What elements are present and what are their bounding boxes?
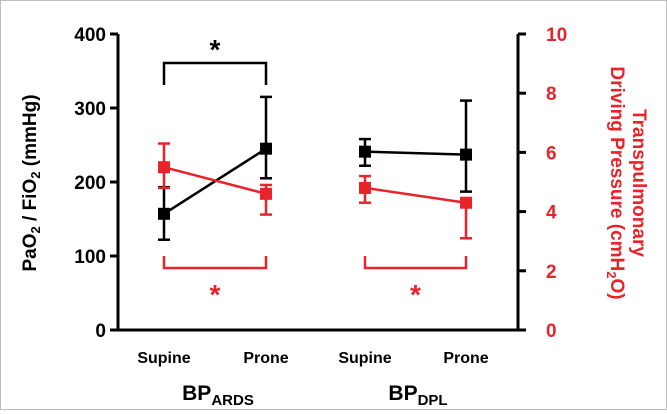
significance-bracket <box>162 61 268 85</box>
y-left-tick-label: 0 <box>95 321 106 342</box>
data-point <box>158 161 170 174</box>
data-point <box>260 142 272 155</box>
series-line <box>163 165 267 196</box>
x-tick-label: Prone <box>443 350 488 367</box>
group-label-bp-ards: BPARDS <box>182 382 254 409</box>
series-line <box>364 186 467 204</box>
y-right-tick-label: 8 <box>546 84 557 105</box>
data-point <box>460 196 472 209</box>
y-left-tick-label: 400 <box>74 25 106 46</box>
group-label-bp-dpl: BPDPL <box>388 382 447 409</box>
significance-star: * <box>210 279 221 310</box>
y-right-tick-label: 2 <box>546 262 557 283</box>
significance-bracket <box>363 256 468 270</box>
y-left-tick-label: 300 <box>74 99 106 120</box>
data-point <box>158 207 170 220</box>
y-left-tick-label: 100 <box>74 247 106 268</box>
y-left-tick-label: 200 <box>74 173 106 194</box>
y-right-label-line2: Driving Pressure (cmH2O) <box>604 66 627 299</box>
data-point <box>260 187 272 200</box>
data-point <box>359 181 371 194</box>
significance-star: * <box>410 279 421 310</box>
x-tick-label: Supine <box>137 350 190 367</box>
series-line <box>364 150 467 156</box>
data-point <box>460 148 472 161</box>
significance-bracket <box>162 256 268 270</box>
y-right-tick-label: 10 <box>546 25 567 46</box>
y-right-tick-label: 6 <box>546 143 557 164</box>
significance-star: * <box>210 34 221 65</box>
y-right-tick-label: 4 <box>546 203 557 224</box>
x-tick-label: Supine <box>338 350 391 367</box>
y-right-tick-label: 0 <box>546 321 557 342</box>
data-point <box>359 145 371 158</box>
y-right-label-line1: Transpulmonary <box>628 109 649 257</box>
x-tick-label: Prone <box>243 350 288 367</box>
left-axis: 0 100 200 300 400 <box>74 25 518 342</box>
y-left-label: PaO2 / FiO2 (mmHg) <box>20 94 43 271</box>
right-axis: 0 2 4 6 8 10 <box>516 25 567 342</box>
